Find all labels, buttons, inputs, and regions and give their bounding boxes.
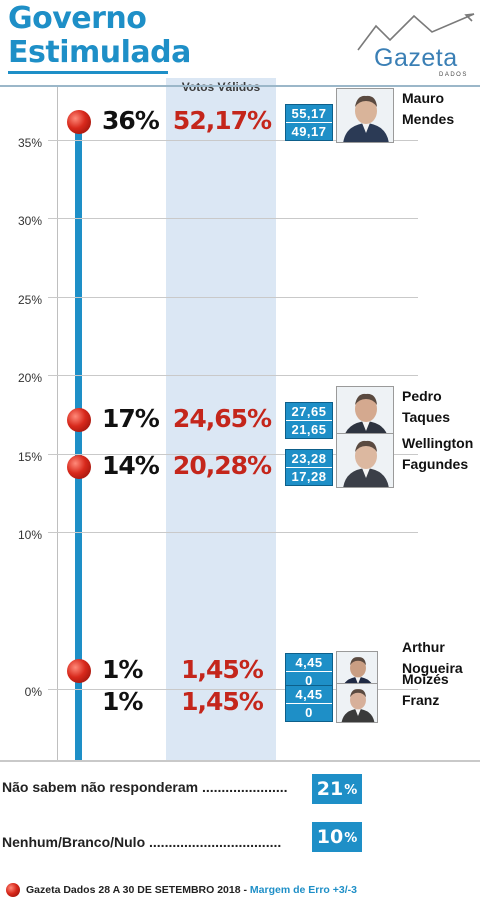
stat-box-undecided: 21% <box>312 774 362 804</box>
y-tick-label: 30% <box>17 214 42 228</box>
margin-high: 55,17 <box>291 106 327 121</box>
percentage-label: 14% <box>102 451 160 480</box>
candidate-name-line: Mauro <box>402 90 444 106</box>
section-divider <box>0 760 480 762</box>
stat-label-undecided: Não sabem não responderam ..............… <box>2 779 288 795</box>
valid-votes-label: Votos Válidos <box>181 80 261 94</box>
logo-subtext: DADOS <box>439 72 468 78</box>
error-margin-box: 55,17 49,17 <box>285 104 333 141</box>
candidate-name-line: Nogueira <box>402 660 463 676</box>
gridline <box>48 454 418 455</box>
logo-text: Gazeta <box>374 44 458 72</box>
y-tick-label: 15% <box>17 450 42 464</box>
y-tick-label: 25% <box>17 293 42 307</box>
candidate-name-line: Arthur <box>402 639 445 655</box>
y-axis-line <box>57 87 58 760</box>
candidate-name-line: Taques <box>402 409 450 425</box>
candidate-name: Wellington Fagundes <box>402 433 473 475</box>
error-margin-box: 4,45 0 <box>285 653 333 690</box>
candidate-name-line: Pedro <box>402 388 442 404</box>
footer-margin-text: Margem de Erro +3/-3 <box>249 884 357 896</box>
margin-low: 49,17 <box>286 122 332 140</box>
margin-low: 0 <box>286 671 332 689</box>
y-tick-label: 20% <box>17 371 42 385</box>
valid-votes-value: 1,45% <box>181 687 264 716</box>
stat-label-null: Nenhum/Branco/Nulo .....................… <box>2 834 282 850</box>
candidate-name-line: Franz <box>402 692 440 708</box>
margin-high: 4,45 <box>295 687 323 702</box>
stat-value: 21 <box>316 778 344 800</box>
candidate-photo <box>336 433 394 488</box>
chart-title-line2: Estimulada <box>8 35 191 70</box>
margin-low: 17,28 <box>286 467 332 485</box>
valid-votes-value: 24,65% <box>172 404 272 433</box>
stat-symbol: % <box>344 783 358 798</box>
vertical-stem <box>75 132 82 760</box>
stat-symbol: % <box>344 831 358 846</box>
gazeta-logo-graph-icon <box>357 13 475 51</box>
gridline <box>48 689 418 690</box>
error-margin-box: 27,65 21,65 <box>285 402 333 439</box>
data-point <box>67 408 91 432</box>
margin-high: 23,28 <box>291 451 327 466</box>
candidate-name-line: Moizés <box>402 671 449 687</box>
margin-low: 21,65 <box>286 420 332 438</box>
footer-bullet-icon <box>6 883 20 897</box>
gridline <box>48 218 418 219</box>
chart-title-line1: Governo <box>8 1 147 36</box>
stat-value: 10 <box>316 826 344 848</box>
title-underline <box>8 71 168 74</box>
stat-box-null: 10% <box>312 822 362 852</box>
margin-high: 27,65 <box>291 404 327 419</box>
gridline <box>48 532 418 533</box>
data-point <box>67 659 91 683</box>
data-point <box>67 455 91 479</box>
valid-votes-value: 20,28% <box>172 451 272 480</box>
y-tick-label: 0% <box>24 685 42 699</box>
header-divider <box>0 85 480 87</box>
candidate-name-line: Wellington <box>402 435 474 451</box>
margin-high: 4,45 <box>295 655 323 670</box>
footer-source: Gazeta Dados 28 A 30 DE SETEMBRO 2018 - … <box>26 884 357 896</box>
error-margin-box: 4,45 0 <box>285 685 333 722</box>
candidate-photo <box>336 88 394 143</box>
data-point <box>67 110 91 134</box>
candidate-name: Arthur Nogueira <box>402 637 463 679</box>
candidate-name: Pedro Taques <box>402 386 450 428</box>
percentage-label: 17% <box>102 404 160 433</box>
footer-source-text: Gazeta Dados 28 A 30 DE SETEMBRO 2018 - <box>26 884 250 896</box>
percentage-label: 1% <box>102 687 143 716</box>
percentage-label: 1% <box>102 655 143 684</box>
candidate-photo <box>336 683 378 723</box>
valid-votes-band <box>166 78 276 760</box>
margin-low: 0 <box>286 703 332 721</box>
poll-chart: Votos Válidos 35% 30% 25% 20% 15% 10% 0% 36% 52,… <box>17 78 473 760</box>
y-tick-label: 35% <box>17 136 42 150</box>
candidate-name: Moizés Franz <box>402 669 449 711</box>
valid-votes-value: 1,45% <box>181 655 264 684</box>
candidate-name: Mauro Mendes <box>402 88 454 130</box>
gridline <box>48 375 418 376</box>
gridline <box>48 140 418 141</box>
percentage-label: 36% <box>102 106 160 135</box>
valid-votes-value: 52,17% <box>172 106 272 135</box>
y-tick-label: 10% <box>17 528 42 542</box>
error-margin-box: 23,28 17,28 <box>285 449 333 486</box>
candidate-name-line: Mendes <box>402 111 455 127</box>
candidate-name-line: Fagundes <box>402 456 469 472</box>
gridline <box>48 297 418 298</box>
